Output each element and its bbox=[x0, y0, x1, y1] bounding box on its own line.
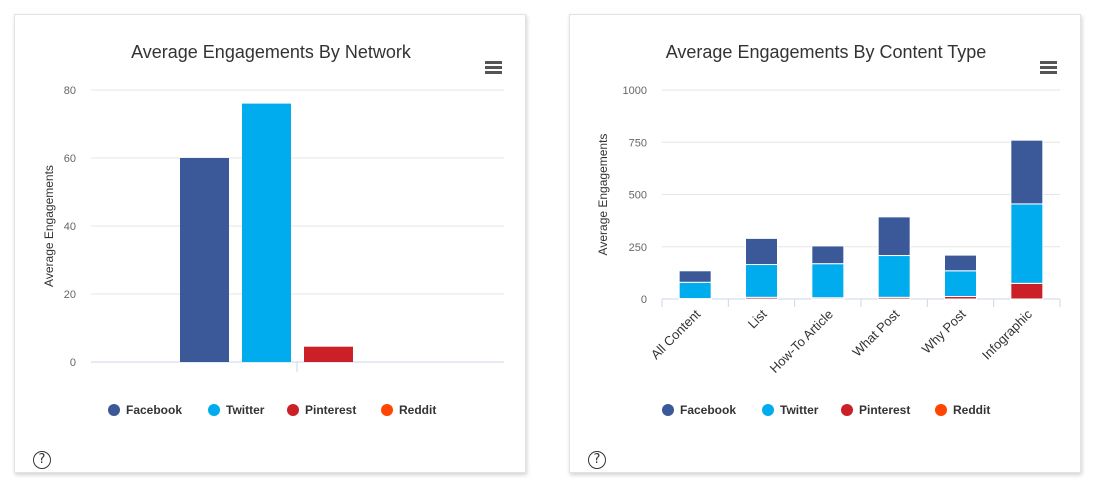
legend-label: Reddit bbox=[399, 403, 436, 417]
y-tick-label: 500 bbox=[629, 190, 647, 202]
y-tick-label: 1000 bbox=[623, 85, 647, 97]
x-tick-label: Why Post bbox=[919, 306, 969, 356]
legend-marker bbox=[762, 404, 774, 416]
stack-segment-pinterest[interactable] bbox=[1010, 282, 1044, 300]
legend-item-facebook[interactable]: Facebook bbox=[662, 403, 736, 417]
y-tick-label: 0 bbox=[641, 294, 647, 306]
legend-item-twitter[interactable]: Twitter bbox=[208, 403, 265, 417]
y-tick-label: 20 bbox=[64, 289, 76, 301]
legend-marker bbox=[208, 404, 220, 416]
stack-segment-facebook[interactable] bbox=[811, 245, 845, 265]
chart-title: Average Engagements By Network bbox=[131, 42, 412, 62]
menu-bar-line bbox=[485, 61, 502, 64]
stack-segment-twitter[interactable] bbox=[745, 264, 778, 298]
x-tick-label: All Content bbox=[648, 306, 704, 362]
x-tick-label: What Post bbox=[849, 306, 902, 359]
bar-twitter[interactable] bbox=[242, 103, 291, 362]
menu-bar-line bbox=[485, 71, 502, 74]
y-tick-label: 80 bbox=[64, 85, 76, 97]
bar-facebook[interactable] bbox=[180, 158, 229, 362]
stack-segment-twitter[interactable] bbox=[811, 263, 845, 299]
x-tick-label: Infographic bbox=[979, 306, 1035, 362]
stack-segment-facebook[interactable] bbox=[1010, 139, 1044, 205]
legend-item-twitter[interactable]: Twitter bbox=[762, 403, 819, 417]
stack-segment-facebook[interactable] bbox=[877, 216, 911, 257]
content-type-chart-card: Average Engagements By Content Type 0 250 5… bbox=[569, 14, 1081, 473]
y-tick-label: 0 bbox=[70, 357, 76, 369]
legend-item-facebook[interactable]: Facebook bbox=[108, 403, 182, 417]
chart-title: Average Engagements By Content Type bbox=[666, 42, 987, 62]
help-icon[interactable]: ? bbox=[33, 451, 51, 469]
stack-segment-twitter[interactable] bbox=[877, 255, 911, 298]
legend-marker bbox=[287, 404, 299, 416]
stack-segment-twitter[interactable] bbox=[1010, 203, 1044, 284]
legend-marker bbox=[841, 404, 853, 416]
legend-label: Pinterest bbox=[305, 403, 356, 417]
help-icon[interactable]: ? bbox=[588, 451, 606, 469]
y-tick-label: 60 bbox=[64, 153, 76, 165]
y-axis-label: Average Engagements bbox=[596, 134, 610, 256]
menu-bar-line bbox=[1040, 66, 1057, 69]
legend-item-pinterest[interactable]: Pinterest bbox=[841, 403, 910, 417]
stack-segment-facebook[interactable] bbox=[944, 254, 977, 272]
y-tick-label: 750 bbox=[629, 137, 647, 149]
menu-bar-line bbox=[1040, 71, 1057, 74]
y-axis-label: Average Engagements bbox=[42, 165, 56, 287]
bar-pinterest[interactable] bbox=[304, 346, 353, 362]
stack-segment-facebook[interactable] bbox=[745, 237, 778, 266]
legend-label: Pinterest bbox=[859, 403, 910, 417]
legend-marker bbox=[108, 404, 120, 416]
legend-label: Facebook bbox=[680, 403, 736, 417]
legend-label: Reddit bbox=[953, 403, 990, 417]
legend-label: Twitter bbox=[780, 403, 819, 417]
stack-segment-twitter[interactable] bbox=[678, 281, 712, 300]
legend-item-reddit[interactable]: Reddit bbox=[381, 403, 436, 417]
network-chart-card: Average Engagements By Network 0 20 40 60 80 A… bbox=[14, 14, 526, 473]
x-tick-label: List bbox=[745, 306, 770, 331]
hamburger-menu-icon[interactable] bbox=[1040, 61, 1057, 74]
legend-item-reddit[interactable]: Reddit bbox=[935, 403, 990, 417]
stack-segment-twitter[interactable] bbox=[944, 270, 977, 297]
menu-bar-line bbox=[1040, 61, 1057, 64]
x-tick-label: How-To Article bbox=[767, 307, 836, 376]
legend-marker bbox=[935, 404, 947, 416]
stack-segment-facebook[interactable] bbox=[678, 270, 712, 283]
legend-marker bbox=[381, 404, 393, 416]
legend-label: Facebook bbox=[126, 403, 182, 417]
menu-bar-line bbox=[485, 66, 502, 69]
y-tick-label: 250 bbox=[629, 242, 647, 254]
legend-label: Twitter bbox=[226, 403, 265, 417]
content-type-chart: Average Engagements By Content Type 0 250 5… bbox=[596, 42, 1061, 417]
legend-marker bbox=[662, 404, 674, 416]
hamburger-menu-icon[interactable] bbox=[485, 61, 502, 74]
legend-item-pinterest[interactable]: Pinterest bbox=[287, 403, 356, 417]
network-chart: Average Engagements By Network 0 20 40 60 80 A… bbox=[42, 42, 504, 417]
y-tick-label: 40 bbox=[64, 221, 76, 233]
